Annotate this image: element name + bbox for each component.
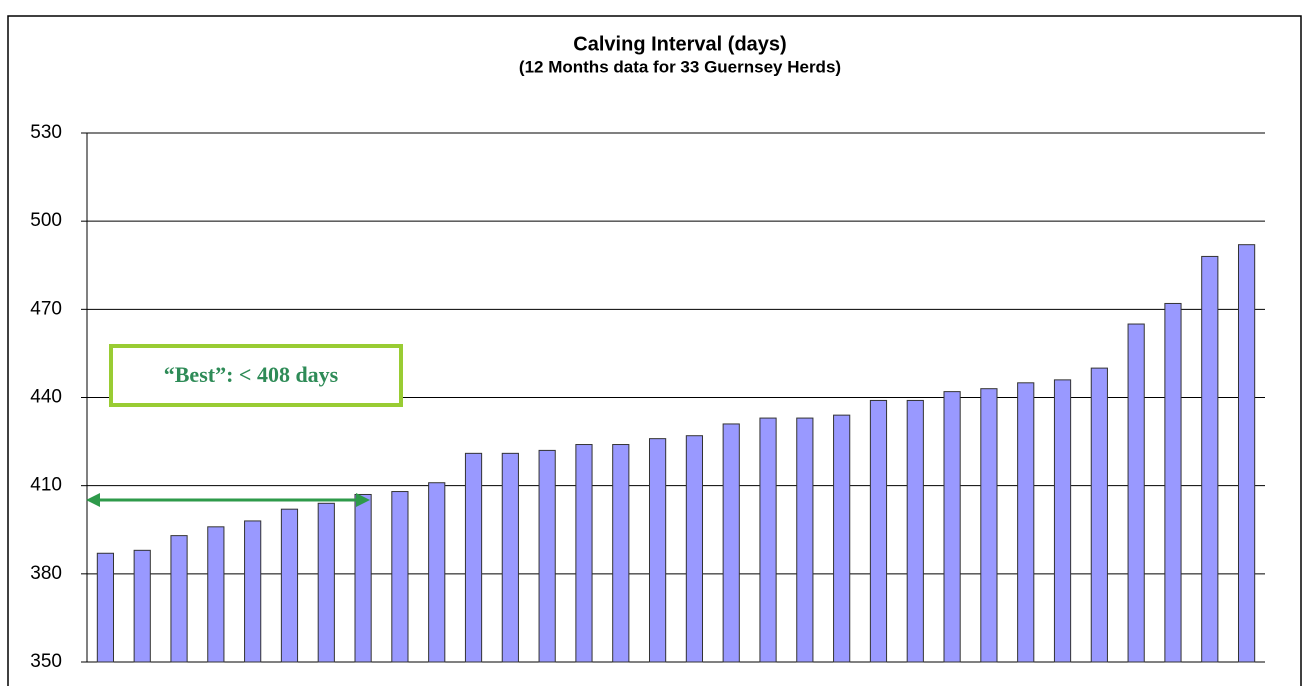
bar <box>722 423 740 663</box>
bar <box>317 502 335 663</box>
bar <box>170 535 188 663</box>
y-tick-label: 350 <box>30 651 62 672</box>
annotation-box <box>109 344 403 407</box>
y-tick-label: 380 <box>30 563 62 584</box>
bar <box>1053 379 1072 663</box>
bar <box>648 438 667 663</box>
bar <box>759 417 777 663</box>
bar <box>796 417 814 663</box>
bar <box>1201 255 1219 663</box>
y-tick-label: 470 <box>30 298 62 319</box>
bar <box>354 493 372 663</box>
bar <box>833 414 851 663</box>
chart-title: Calving Interval (days) <box>573 33 786 55</box>
bar <box>612 444 630 663</box>
bar <box>1237 244 1256 663</box>
bar <box>1127 323 1145 663</box>
arrow-head <box>86 493 100 507</box>
bar <box>391 491 409 663</box>
bar <box>1017 382 1035 663</box>
bar <box>869 399 888 663</box>
y-tick-label: 440 <box>30 387 62 408</box>
arrow-head <box>356 493 370 507</box>
bar <box>980 388 998 663</box>
chart-subtitle: (12 Months data for 33 Guernsey Herds) <box>519 57 841 76</box>
bar <box>906 399 924 663</box>
y-tick-label: 500 <box>30 210 62 231</box>
bar <box>943 391 961 663</box>
bar <box>1090 367 1108 663</box>
bar <box>538 449 556 663</box>
bar <box>575 444 593 663</box>
bar <box>685 435 704 663</box>
bar <box>96 552 115 663</box>
bar <box>428 482 446 663</box>
plot-area: 350 380 410 440 470 500 530 <box>30 122 1265 672</box>
bar <box>501 452 519 663</box>
bar <box>244 520 262 663</box>
bar <box>464 452 483 663</box>
annotation: “Best”: < 408 days <box>164 362 339 387</box>
bar <box>207 526 225 663</box>
y-tick-label: 410 <box>30 475 62 496</box>
bar <box>280 508 299 663</box>
bar <box>133 549 151 663</box>
y-tick-label: 530 <box>30 122 62 143</box>
bar <box>1164 302 1182 663</box>
